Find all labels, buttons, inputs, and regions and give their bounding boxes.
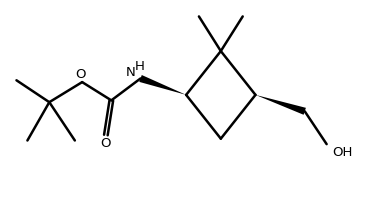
Polygon shape xyxy=(139,75,186,95)
Text: O: O xyxy=(75,68,85,80)
Text: O: O xyxy=(100,136,110,150)
Polygon shape xyxy=(255,95,306,115)
Text: OH: OH xyxy=(332,146,353,159)
Text: N: N xyxy=(126,67,135,79)
Text: H: H xyxy=(135,60,145,73)
